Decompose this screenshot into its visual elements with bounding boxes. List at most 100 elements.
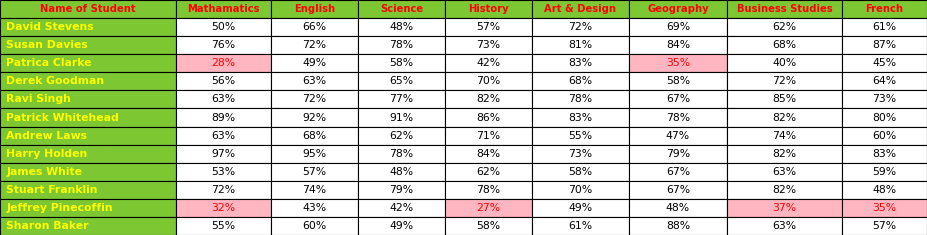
Bar	[0, 109, 175, 126]
Bar	[0, 217, 175, 235]
Bar	[0, 54, 175, 72]
Bar	[272, 90, 358, 109]
Bar	[445, 199, 531, 217]
Bar	[727, 163, 843, 181]
Text: 68%: 68%	[772, 40, 796, 50]
Text: French: French	[866, 4, 904, 14]
Text: 72%: 72%	[302, 40, 326, 50]
Bar	[843, 126, 927, 145]
Bar	[272, 181, 358, 199]
Bar	[272, 0, 358, 18]
Bar	[358, 109, 445, 126]
Bar	[629, 0, 727, 18]
Text: 83%: 83%	[568, 113, 592, 122]
Text: Ravi Singh: Ravi Singh	[6, 94, 71, 104]
Text: 63%: 63%	[772, 167, 796, 177]
Text: 84%: 84%	[476, 149, 501, 159]
Text: 91%: 91%	[389, 113, 413, 122]
Text: 58%: 58%	[476, 221, 501, 231]
Bar	[0, 163, 175, 181]
Text: 80%: 80%	[872, 113, 896, 122]
Text: 69%: 69%	[666, 22, 690, 32]
Text: 65%: 65%	[389, 76, 413, 86]
Bar	[531, 181, 629, 199]
Bar	[272, 199, 358, 217]
Text: 45%: 45%	[872, 58, 896, 68]
Bar	[445, 36, 531, 54]
Bar	[727, 109, 843, 126]
Bar	[727, 181, 843, 199]
Bar	[843, 163, 927, 181]
Text: 76%: 76%	[211, 40, 235, 50]
Text: 58%: 58%	[568, 167, 592, 177]
Bar	[727, 145, 843, 163]
Text: 89%: 89%	[211, 113, 235, 122]
Bar	[358, 126, 445, 145]
Text: Derek Goodman: Derek Goodman	[6, 76, 105, 86]
Text: 92%: 92%	[302, 113, 326, 122]
Bar	[629, 163, 727, 181]
Text: 70%: 70%	[568, 185, 592, 195]
Text: 58%: 58%	[666, 76, 690, 86]
Bar	[358, 90, 445, 109]
Bar	[175, 0, 272, 18]
Text: Susan Davies: Susan Davies	[6, 40, 88, 50]
Bar	[445, 72, 531, 90]
Text: 68%: 68%	[568, 76, 592, 86]
Bar	[0, 18, 175, 36]
Bar	[175, 217, 272, 235]
Bar	[727, 90, 843, 109]
Bar	[445, 217, 531, 235]
Bar	[629, 90, 727, 109]
Bar	[175, 36, 272, 54]
Text: 63%: 63%	[211, 131, 235, 141]
Text: 62%: 62%	[772, 22, 796, 32]
Text: 95%: 95%	[302, 149, 326, 159]
Bar	[629, 109, 727, 126]
Text: 97%: 97%	[211, 149, 235, 159]
Text: 78%: 78%	[666, 113, 690, 122]
Text: 67%: 67%	[666, 94, 690, 104]
Bar	[727, 36, 843, 54]
Bar	[445, 145, 531, 163]
Text: Geography: Geography	[647, 4, 709, 14]
Bar	[175, 109, 272, 126]
Bar	[445, 126, 531, 145]
Bar	[629, 217, 727, 235]
Text: Patrica Clarke: Patrica Clarke	[6, 58, 92, 68]
Bar	[727, 18, 843, 36]
Text: Science: Science	[380, 4, 423, 14]
Text: 49%: 49%	[568, 203, 592, 213]
Bar	[358, 217, 445, 235]
Text: 88%: 88%	[666, 221, 690, 231]
Bar	[629, 54, 727, 72]
Text: 87%: 87%	[872, 40, 896, 50]
Text: 77%: 77%	[389, 94, 413, 104]
Text: Stuart Franklin: Stuart Franklin	[6, 185, 98, 195]
Bar	[531, 126, 629, 145]
Text: 43%: 43%	[302, 203, 326, 213]
Bar	[272, 145, 358, 163]
Text: 32%: 32%	[211, 203, 235, 213]
Text: 48%: 48%	[389, 167, 413, 177]
Bar	[727, 126, 843, 145]
Text: David Stevens: David Stevens	[6, 22, 95, 32]
Text: 48%: 48%	[389, 22, 413, 32]
Bar	[727, 217, 843, 235]
Bar	[445, 181, 531, 199]
Text: 79%: 79%	[389, 185, 413, 195]
Bar	[0, 181, 175, 199]
Text: 85%: 85%	[772, 94, 796, 104]
Text: Sharon Baker: Sharon Baker	[6, 221, 89, 231]
Text: 67%: 67%	[666, 185, 690, 195]
Text: 72%: 72%	[302, 94, 326, 104]
Bar	[358, 181, 445, 199]
Text: 73%: 73%	[872, 94, 896, 104]
Bar	[175, 181, 272, 199]
Text: 72%: 72%	[568, 22, 592, 32]
Bar	[0, 126, 175, 145]
Bar	[843, 72, 927, 90]
Bar	[358, 163, 445, 181]
Text: Name of Student: Name of Student	[40, 4, 135, 14]
Text: 78%: 78%	[389, 40, 413, 50]
